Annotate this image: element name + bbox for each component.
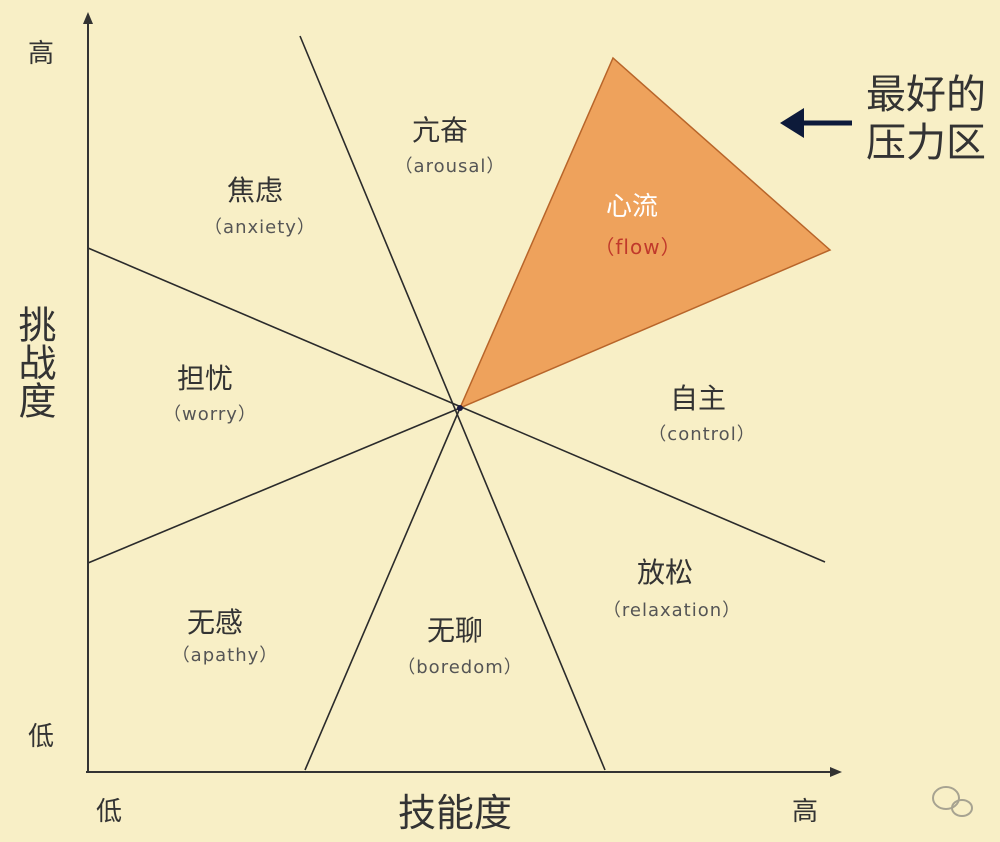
y-high-label: 高 [28,39,54,69]
zone-relaxation-en: （relaxation） [603,600,741,621]
zone-arousal-en: （arousal） [395,156,506,177]
zone-arousal-zh: 亢奋 [412,114,468,147]
zone-flow-en: （flow） [594,235,681,259]
y-axis-arrow-icon [83,12,93,24]
zone-apathy: 无感 （apathy） [172,606,279,666]
zone-anxiety-en: （anxiety） [204,217,316,238]
divider-worry-apathy [87,407,461,564]
watermark-chat-icon [932,786,973,817]
zone-boredom-en: （boredom） [397,657,523,678]
x-axis-title: 技能度 [398,791,512,835]
callout-line2: 压力区 [866,120,986,166]
y-axis-title: 挑战度 [12,305,56,419]
zone-apathy-en: （apathy） [172,645,279,666]
zone-anxiety: 焦虑 （anxiety） [204,174,316,238]
zone-boredom-zh: 无聊 [427,614,483,647]
zone-arousal: 亢奋 （arousal） [395,114,506,177]
flow-zone [458,56,832,410]
zone-control-zh: 自主 [670,382,726,415]
zone-control-en: （control） [648,424,755,445]
divider-center-bottom [304,407,461,771]
zone-worry-en: （worry） [163,404,257,425]
zone-boredom: 无聊 （boredom） [397,614,523,678]
zone-flow: 心流 （flow） [594,192,681,259]
callout-line1: 最好的 [866,72,986,118]
zone-flow-zh: 心流 [606,192,658,222]
zone-apathy-zh: 无感 [187,606,243,639]
left-arrow-icon [780,108,804,138]
zone-worry-zh: 担忧 [177,362,233,395]
zone-control: 自主 （control） [648,382,755,445]
x-axis-arrow-icon [830,767,842,777]
x-high-label: 高 [792,797,818,827]
zone-relaxation: 放松 （relaxation） [603,556,741,621]
zone-anxiety-zh: 焦虑 [227,174,283,207]
y-low-label: 低 [28,722,54,752]
x-low-label: 低 [96,797,122,827]
zone-worry: 担忧 （worry） [163,362,257,425]
callout: 最好的 压力区 [780,72,986,166]
zone-relaxation-zh: 放松 [637,556,693,589]
divider-anxiety-relaxation [87,247,826,563]
center-point [457,405,463,411]
